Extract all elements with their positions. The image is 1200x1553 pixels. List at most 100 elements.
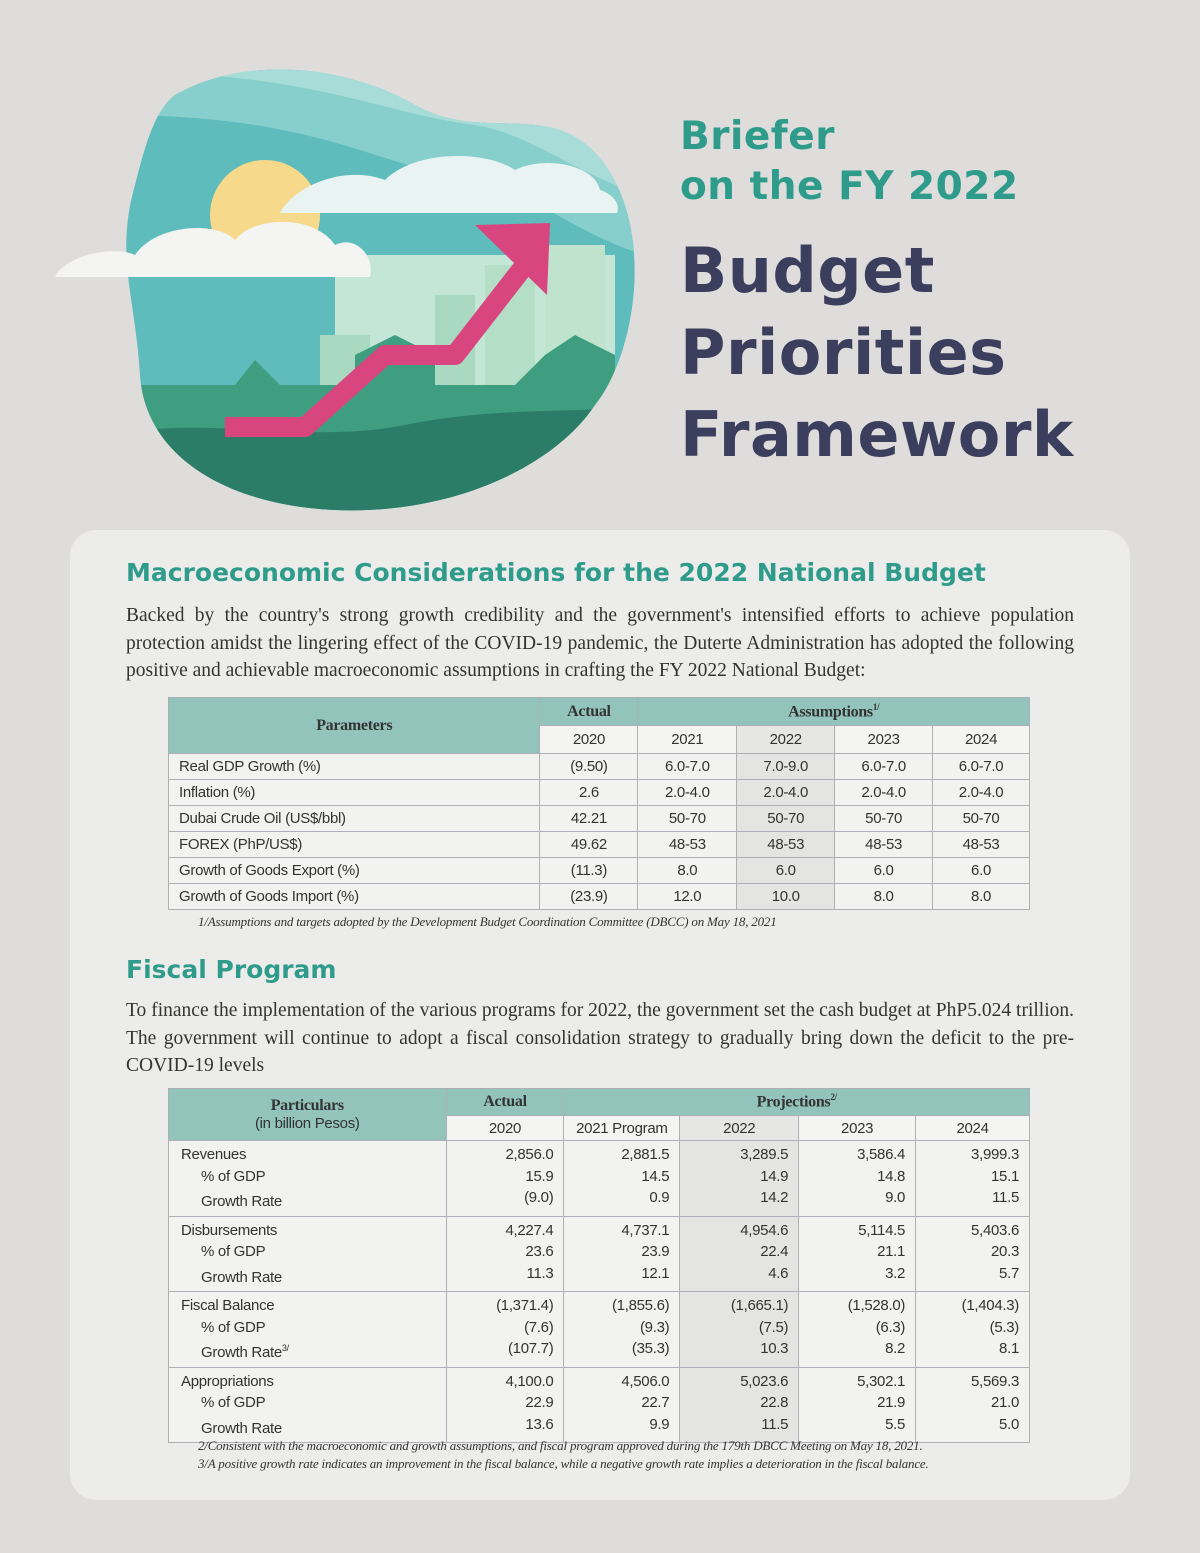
table-row: Growth of Goods Import (%) (23.9) 12.0 10.0…	[167, 883, 1030, 910]
cell-value: 50-70	[637, 805, 738, 832]
cell-values: 5,114.5 21.1 3.2	[798, 1215, 917, 1292]
cell-value: 50-70	[736, 805, 836, 832]
year-header: 2023	[834, 725, 934, 754]
cell-value: 49.62	[539, 831, 639, 858]
cell-values: 2,881.5 14.5 0.9	[563, 1140, 681, 1217]
cell-value: (23.9)	[539, 883, 639, 910]
title-line-framework: Framework	[680, 398, 1074, 471]
year-header: 2022	[679, 1115, 800, 1141]
cell-value: 2.0-4.0	[637, 779, 738, 806]
cell-value: 48-53	[932, 831, 1030, 858]
year-header: 2021 Program	[563, 1115, 681, 1141]
table-row-group: Appropriations % of GDP Growth Rate 4,100…	[168, 1366, 1030, 1443]
fiscal-footnote-2: 2/Consistent with the macroeconomic and …	[198, 1438, 923, 1453]
cell-values: 4,954.6 22.4 4.6	[679, 1215, 800, 1292]
cell-value: (9.50)	[539, 753, 639, 780]
fiscal-heading: Fiscal Program	[126, 955, 337, 984]
cell-values: (1,404.3) (5.3) 8.1	[915, 1291, 1030, 1368]
row-label: Growth of Goods Import (%)	[167, 883, 541, 910]
row-labels: Fiscal Balance % of GDP Growth Rate3/	[168, 1291, 447, 1368]
macro-heading: Macroeconomic Considerations for the 202…	[126, 558, 986, 587]
row-label: Inflation (%)	[167, 779, 541, 806]
cell-values: 5,569.3 21.0 5.0	[915, 1366, 1030, 1443]
cell-value: 48-53	[637, 831, 738, 858]
actual-header: Actual	[445, 1088, 565, 1116]
macro-footnote: 1/Assumptions and targets adopted by the…	[198, 914, 777, 929]
cell-values: 5,403.6 20.3 5.7	[915, 1215, 1030, 1292]
row-label: Growth of Goods Export (%)	[167, 857, 541, 884]
cell-value: 2.6	[539, 779, 639, 806]
table-row: Growth of Goods Export (%) (11.3) 8.0 6.0 6.…	[167, 857, 1030, 884]
table-row-group: Fiscal Balance % of GDP Growth Rate3/(1,…	[168, 1291, 1030, 1368]
cell-values: 4,506.0 22.7 9.9	[563, 1366, 681, 1443]
macro-assumptions-table: Parameters Actual Assumptions1/ 2020 202…	[167, 697, 1030, 910]
row-label: Dubai Crude Oil (US$/bbl)	[167, 805, 541, 832]
table-row-group: Revenues % of GDP Growth Rate 2,856.0 15.9…	[168, 1140, 1030, 1217]
cell-value: 2.0-4.0	[932, 779, 1030, 806]
row-label: FOREX (PhP/US$)	[167, 831, 541, 858]
cell-values: 4,227.4 23.6 11.3	[445, 1215, 565, 1292]
year-header: 2024	[915, 1115, 1030, 1141]
cell-value: 2.0-4.0	[834, 779, 934, 806]
cell-value: 42.21	[539, 805, 639, 832]
table-row-group: Disbursements % of GDP Growth Rate 4,227.…	[168, 1215, 1030, 1292]
cell-value: 2.0-4.0	[736, 779, 836, 806]
table-row: Inflation (%) 2.6 2.0-4.0 2.0-4.0 2.0-4.0 2.0…	[167, 779, 1030, 806]
year-header: 2021	[637, 725, 738, 754]
cell-values: 5,302.1 21.9 5.5	[798, 1366, 917, 1443]
title-line-priorities: Priorities	[680, 316, 1007, 389]
cell-values: 3,999.3 15.1 11.5	[915, 1140, 1030, 1217]
title-line-briefer: Briefer	[680, 114, 835, 159]
cell-values: 3,586.4 14.8 9.0	[798, 1140, 917, 1217]
cell-values: (1,855.6) (9.3) (35.3)	[563, 1291, 681, 1368]
row-labels: Disbursements % of GDP Growth Rate	[168, 1215, 447, 1292]
title-line-fy: on the FY 2022	[680, 164, 1019, 209]
fiscal-program-table: Particulars (in billion Pesos) Actual Pro…	[168, 1088, 1030, 1443]
macro-paragraph: Backed by the country's strong growth cr…	[126, 605, 1074, 681]
cell-values: 3,289.5 14.9 14.2	[679, 1140, 800, 1217]
cell-value: 6.0-7.0	[637, 753, 738, 780]
table-row: Real GDP Growth (%) (9.50) 6.0-7.0 7.0-9.0 6…	[167, 753, 1030, 780]
particulars-header: Particulars (in billion Pesos)	[168, 1088, 447, 1141]
cell-value: 12.0	[637, 883, 738, 910]
cell-value: 6.0	[932, 857, 1030, 884]
fiscal-paragraph: To finance the implementation of the var…	[126, 1000, 1074, 1076]
growth-illustration	[55, 69, 635, 511]
cell-value: (11.3)	[539, 857, 639, 884]
param-header: Parameters	[167, 697, 541, 754]
cell-value: 50-70	[932, 805, 1030, 832]
cell-value: 6.0-7.0	[834, 753, 934, 780]
assumptions-header: Assumptions1/	[637, 697, 1030, 726]
row-labels: Appropriations % of GDP Growth Rate	[168, 1366, 447, 1443]
cell-value: 48-53	[834, 831, 934, 858]
year-header: 2024	[932, 725, 1030, 754]
cell-value: 8.0	[637, 857, 738, 884]
cell-values: 2,856.0 15.9 (9.0)	[445, 1140, 565, 1217]
cell-value: 6.0	[834, 857, 934, 884]
year-header: 2020	[539, 725, 639, 754]
cell-value: 50-70	[834, 805, 934, 832]
year-header: 2020	[445, 1115, 565, 1141]
projections-header: Projections2/	[563, 1088, 1030, 1116]
content-card: Macroeconomic Considerations for the 202…	[70, 530, 1130, 1500]
row-labels: Revenues % of GDP Growth Rate	[168, 1140, 447, 1217]
table-row: FOREX (PhP/US$) 49.62 48-53 48-53 48-53 48-53	[167, 831, 1030, 858]
cell-value: 6.0-7.0	[932, 753, 1030, 780]
year-header: 2022	[736, 725, 836, 754]
title-line-budget: Budget	[680, 234, 935, 307]
row-label: Real GDP Growth (%)	[167, 753, 541, 780]
cell-value: 10.0	[736, 883, 836, 910]
cell-value: 6.0	[736, 857, 836, 884]
cell-values: 5,023.6 22.8 11.5	[679, 1366, 800, 1443]
cell-value: 8.0	[932, 883, 1030, 910]
cell-values: 4,737.1 23.9 12.1	[563, 1215, 681, 1292]
document-title: Briefer on the FY 2022 Budget Priorities…	[680, 112, 1074, 476]
actual-header: Actual	[539, 697, 639, 726]
cell-values: (1,665.1) (7.5) 10.3	[679, 1291, 800, 1368]
year-header: 2023	[798, 1115, 917, 1141]
cell-values: 4,100.0 22.9 13.6	[445, 1366, 565, 1443]
fiscal-footnote-3: 3/A positive growth rate indicates an im…	[198, 1456, 929, 1471]
cell-value: 48-53	[736, 831, 836, 858]
cell-value: 8.0	[834, 883, 934, 910]
cell-values: (1,371.4) (7.6) (107.7)	[445, 1291, 565, 1368]
